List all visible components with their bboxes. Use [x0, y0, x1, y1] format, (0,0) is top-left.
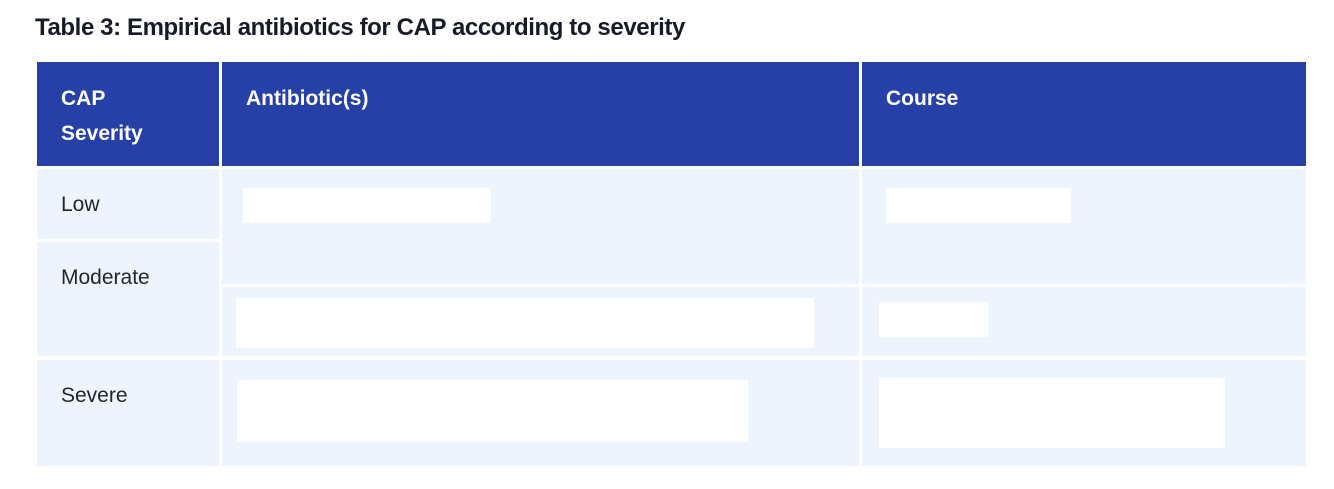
severity-severe-label: Severe	[61, 384, 128, 407]
row-low-severity: Low	[37, 169, 219, 239]
header-severity-line2: Severity	[61, 122, 143, 145]
table-title: Table 3: Empirical antibiotics for CAP a…	[35, 14, 685, 41]
header-severity: CAP Severity	[37, 62, 219, 166]
redacted-course-moderate	[879, 302, 988, 337]
severity-low-label: Low	[61, 193, 100, 216]
header-antibiotics: Antibiotic(s)	[222, 62, 859, 166]
header-course: Course	[862, 62, 1306, 166]
course-cell-low-moderate	[862, 169, 1306, 284]
redacted-course-low	[886, 188, 1071, 223]
redacted-antibiotic-moderate	[236, 298, 814, 348]
row-moderate-severity: Moderate	[37, 242, 219, 356]
antibiotics-cell-low-moderate	[222, 169, 859, 284]
redacted-antibiotic-severe	[237, 380, 748, 442]
redacted-course-severe	[879, 378, 1225, 448]
severity-moderate-label: Moderate	[61, 266, 150, 289]
row-severe-severity: Severe	[37, 360, 219, 466]
header-severity-line1: CAP	[61, 87, 106, 110]
redacted-antibiotic-low	[243, 188, 491, 223]
